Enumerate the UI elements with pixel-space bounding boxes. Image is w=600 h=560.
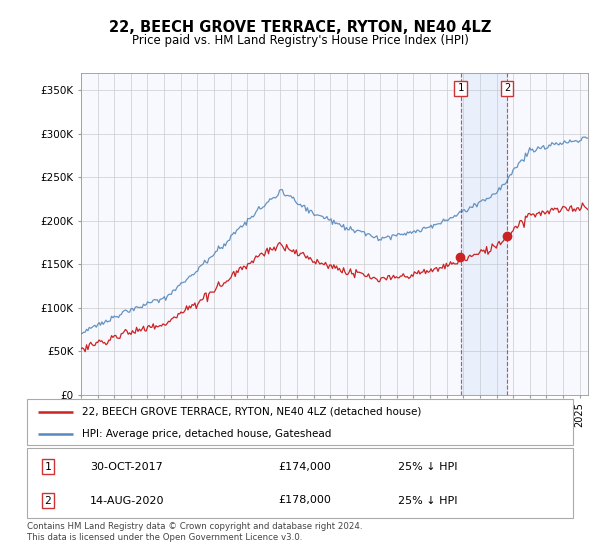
Text: £178,000: £178,000	[278, 496, 331, 506]
Text: HPI: Average price, detached house, Gateshead: HPI: Average price, detached house, Gate…	[82, 429, 331, 438]
Text: Contains HM Land Registry data © Crown copyright and database right 2024.: Contains HM Land Registry data © Crown c…	[27, 522, 362, 531]
Text: 1: 1	[44, 462, 51, 472]
Text: 14-AUG-2020: 14-AUG-2020	[90, 496, 164, 506]
Text: 1: 1	[457, 83, 464, 94]
Text: 25% ↓ HPI: 25% ↓ HPI	[398, 462, 458, 472]
Text: 25% ↓ HPI: 25% ↓ HPI	[398, 496, 458, 506]
Text: 2: 2	[44, 496, 51, 506]
Text: 22, BEECH GROVE TERRACE, RYTON, NE40 4LZ: 22, BEECH GROVE TERRACE, RYTON, NE40 4LZ	[109, 20, 491, 35]
Text: Price paid vs. HM Land Registry's House Price Index (HPI): Price paid vs. HM Land Registry's House …	[131, 34, 469, 46]
Text: 2: 2	[504, 83, 510, 94]
Text: 22, BEECH GROVE TERRACE, RYTON, NE40 4LZ (detached house): 22, BEECH GROVE TERRACE, RYTON, NE40 4LZ…	[82, 407, 421, 417]
Bar	[461, 73, 507, 395]
Text: This data is licensed under the Open Government Licence v3.0.: This data is licensed under the Open Gov…	[27, 533, 302, 542]
Text: £174,000: £174,000	[278, 462, 331, 472]
Text: 30-OCT-2017: 30-OCT-2017	[90, 462, 163, 472]
